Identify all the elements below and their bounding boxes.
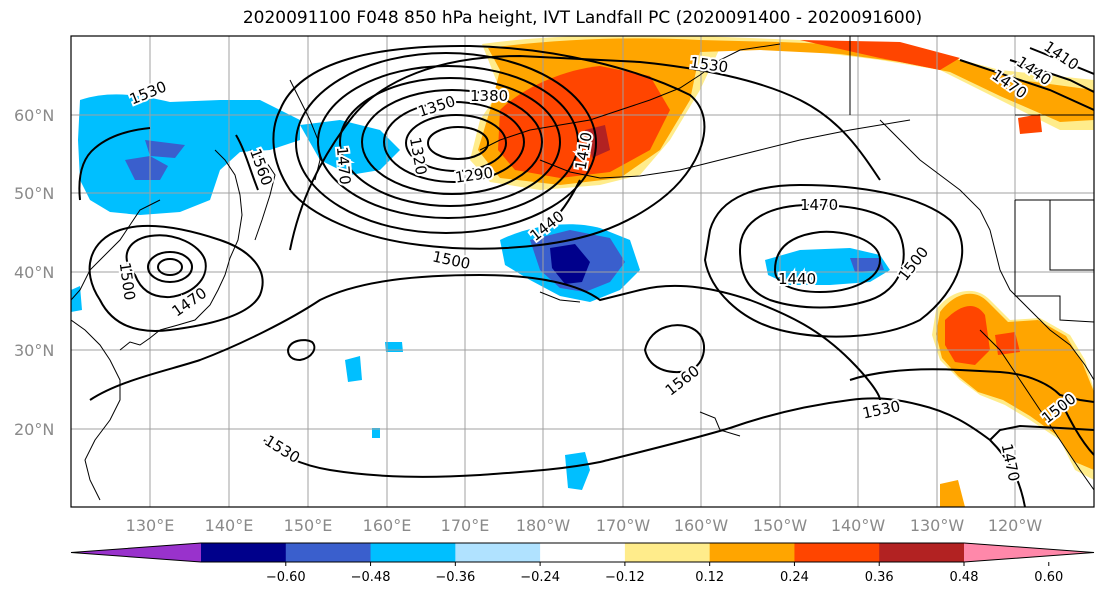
colorbar-tick-label: −0.12	[605, 570, 645, 585]
contour-label: 1470	[800, 196, 838, 214]
colorbar-tick-label: 0.60	[1034, 570, 1063, 585]
colorbar-extend-low	[71, 543, 201, 562]
map-title: 2020091100 F048 850 hPa height, IVT Land…	[242, 8, 923, 28]
colorbar-tick-label: −0.60	[266, 570, 306, 585]
colorbar-tick-label: 0.48	[950, 570, 979, 585]
colorbar-tick-label: −0.48	[351, 570, 391, 585]
colorbar-segment	[794, 543, 880, 562]
lon-label: 150°E	[284, 516, 333, 535]
contour-label: 1530	[689, 53, 729, 76]
contour-label: 1470	[333, 146, 354, 186]
lon-label: 160°W	[674, 516, 729, 535]
colorbar-segment	[879, 543, 965, 562]
colorbar-tick-label: 0.12	[695, 570, 724, 585]
lon-label: 120°W	[988, 516, 1043, 535]
contour-label: 1290	[454, 164, 494, 187]
colorbar-segment	[201, 543, 287, 562]
lon-label: 150°W	[753, 516, 808, 535]
contour-label: 1440	[778, 270, 816, 288]
contour-label: 1380	[470, 87, 508, 105]
lon-label: 140°E	[205, 516, 254, 535]
lon-label: 160°E	[363, 516, 412, 535]
lat-label: 20°N	[14, 420, 54, 439]
colorbar-tick-label: 0.36	[865, 570, 894, 585]
map-border	[70, 35, 1095, 508]
colorbar: −0.60 −0.48 −0.36 −0.24 −0.12 0.12 0.24 0.36 0.4…	[70, 542, 1095, 585]
colorbar-segment	[540, 543, 626, 562]
colorbar-extend-high	[964, 543, 1094, 562]
lon-label: 180°W	[516, 516, 571, 535]
colorbar-segment	[285, 543, 372, 562]
longitude-labels: 130°E 140°E 150°E 160°E 170°E 180°W 170°…	[126, 516, 1043, 535]
lat-label: 30°N	[14, 341, 54, 360]
lon-label: 170°E	[441, 516, 490, 535]
lon-label: 140°W	[831, 516, 886, 535]
lat-label: 40°N	[14, 263, 54, 282]
latitude-labels: 60°N 50°N 40°N 30°N 20°N	[14, 106, 54, 439]
lon-label: 130°W	[910, 516, 965, 535]
map-gridlines	[71, 36, 1094, 507]
lon-label: 130°E	[126, 516, 175, 535]
colorbar-tick-label: −0.24	[520, 570, 560, 585]
colorbar-tick-label: −0.36	[435, 570, 475, 585]
ivt-negative-shading	[71, 94, 890, 490]
colorbar-segment	[455, 543, 541, 562]
colorbar-segment	[709, 543, 795, 562]
height-contours	[78, 44, 1094, 507]
colorbar-tick-label: 0.24	[780, 570, 809, 585]
lon-label: 170°W	[596, 516, 651, 535]
lat-label: 60°N	[14, 106, 54, 125]
colorbar-segment	[370, 543, 456, 562]
coastlines	[71, 36, 1094, 501]
colorbar-outline	[70, 542, 1095, 563]
colorbar-segment	[624, 543, 711, 562]
lat-label: 50°N	[14, 184, 54, 203]
